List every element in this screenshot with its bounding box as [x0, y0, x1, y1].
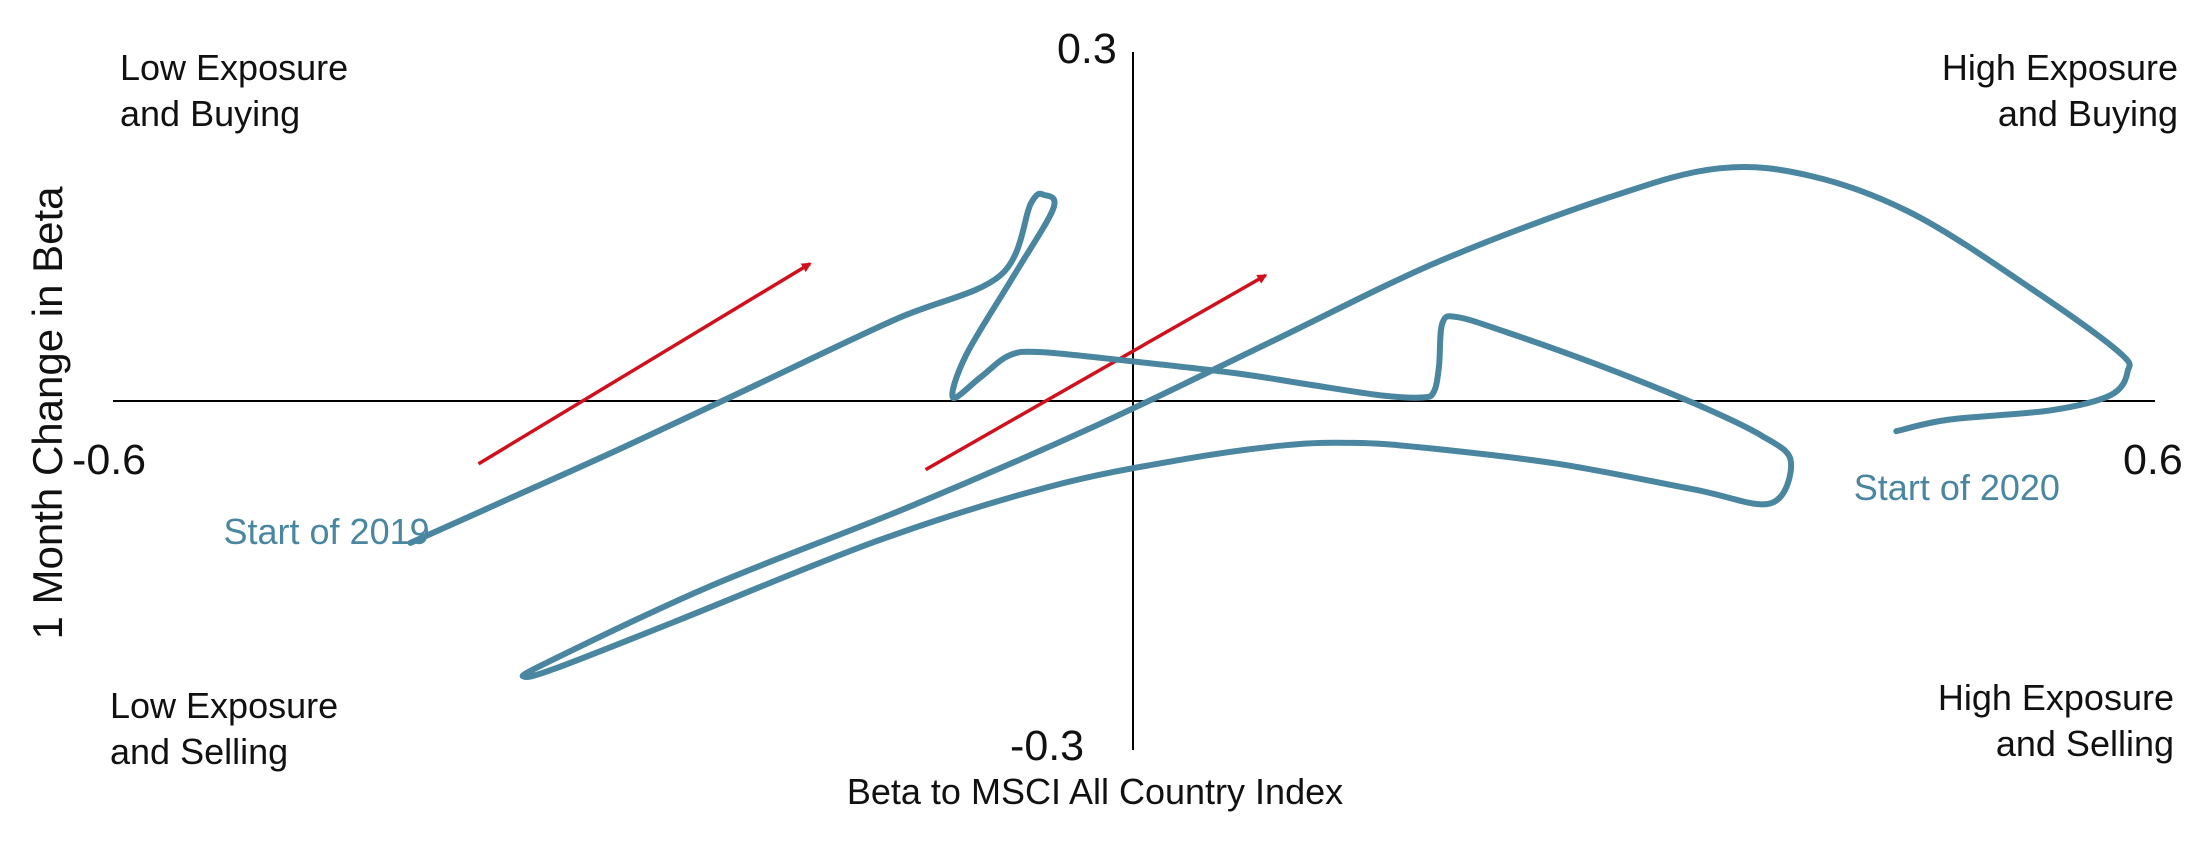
quadrant-label-bottom-left-line1: Low Exposure	[110, 685, 338, 726]
x-axis-label: Beta to MSCI All Country Index	[847, 771, 1343, 812]
trend-arrow-2	[924, 273, 1268, 472]
annotation-1: Start of 2019	[224, 511, 430, 552]
quadrant-label-top-right-line1: High Exposure	[1942, 47, 2178, 88]
quadrant-label-bottom-right-line1: High Exposure	[1938, 677, 2174, 718]
y-tick-label-bottom: -0.3	[1010, 722, 1084, 770]
quadrant-label-top-left-line1: Low Exposure	[120, 47, 348, 88]
y-tick-label-top: 0.3	[1057, 25, 1117, 73]
trend-arrow-1	[477, 262, 812, 466]
series-line-1	[407, 164, 2133, 681]
series-group	[407, 164, 2133, 681]
y-axis-label: 1 Month Change in Beta	[24, 186, 71, 640]
quadrant-label-bottom-left-line2: and Selling	[110, 731, 288, 772]
x-tick-label-right: 0.6	[2123, 436, 2183, 484]
trend-arrows-group	[477, 262, 1268, 472]
x-tick-label-left: -0.6	[72, 436, 146, 484]
annotation-2: Start of 2020	[1854, 467, 2060, 508]
quadrant-label-bottom-right-line2: and Selling	[1996, 723, 2174, 764]
quadrant-label-top-left-line2: and Buying	[120, 93, 300, 134]
quadrant-label-top-right-line2: and Buying	[1998, 93, 2178, 134]
annotations-group: Start of 2019 Start of 2020	[224, 467, 2060, 552]
